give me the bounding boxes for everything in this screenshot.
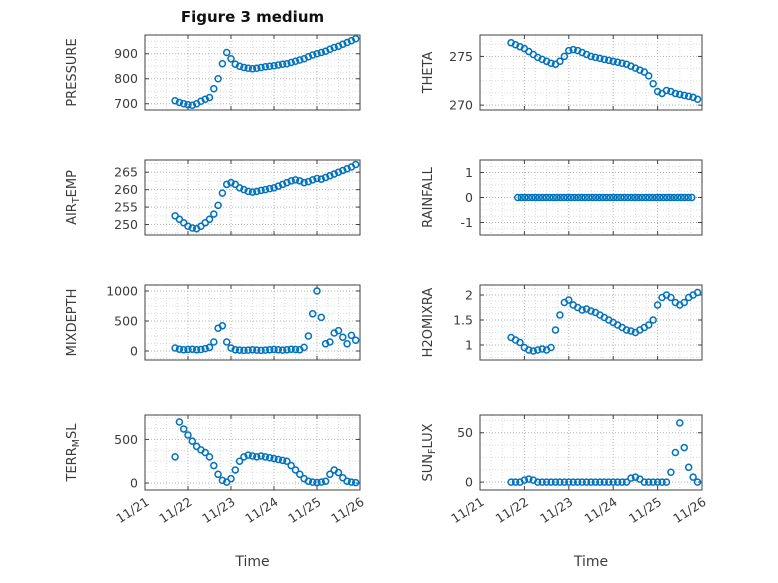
svg-text:PRESSURE: PRESSURE: [65, 38, 80, 106]
subplot-theta: 270 275 THETA: [421, 34, 703, 113]
svg-text:0: 0: [130, 343, 138, 358]
svg-text:11/26: 11/26: [328, 494, 366, 526]
subplot-h2omixra: 1 1.5 2 H2OMIXRA: [421, 284, 703, 361]
figure-title: Figure 3 medium: [180, 8, 325, 26]
svg-text:11/24: 11/24: [581, 494, 619, 526]
svg-text:SUNFLUX: SUNFLUX: [421, 423, 438, 481]
svg-text:265: 265: [114, 165, 138, 180]
svg-text:11/23: 11/23: [199, 494, 237, 526]
svg-text:11/26: 11/26: [670, 494, 708, 526]
svg-text:11/23: 11/23: [537, 494, 575, 526]
svg-text:270: 270: [449, 98, 473, 113]
subplot-terr-msl: 11/21 11/22 11/23 11/24 11/25 11/26 0 500 TERRMS…: [65, 414, 367, 526]
svg-text:0: 0: [465, 474, 473, 489]
svg-text:11/24: 11/24: [242, 494, 280, 526]
x-axis-label-right: Time: [573, 554, 609, 570]
subplot-pressure: 700 800 900 PRESSURE: [65, 34, 361, 111]
svg-text:H2OMIXRA: H2OMIXRA: [421, 288, 436, 358]
svg-text:2: 2: [465, 287, 473, 302]
svg-text:TERRMSL: TERRMSL: [65, 423, 82, 483]
svg-text:1: 1: [465, 337, 473, 352]
svg-text:0: 0: [130, 475, 138, 490]
svg-text:700: 700: [114, 96, 138, 111]
svg-text:AIRTEMP: AIRTEMP: [65, 170, 82, 225]
svg-text:11/22: 11/22: [156, 494, 194, 526]
svg-text:50: 50: [457, 425, 473, 440]
svg-text:260: 260: [114, 182, 138, 197]
svg-text:-1: -1: [461, 215, 473, 230]
svg-text:RAINFALL: RAINFALL: [421, 166, 436, 227]
subplot-rainfall: -1 0 1 RAINFALL: [421, 159, 703, 236]
svg-text:THETA: THETA: [421, 52, 436, 95]
svg-text:800: 800: [114, 71, 138, 86]
subplot-air-temp: 250 255 260 265 AIRTEMP: [65, 159, 361, 236]
svg-text:1.5: 1.5: [453, 312, 473, 327]
svg-text:11/21: 11/21: [113, 494, 151, 526]
svg-text:11/25: 11/25: [285, 494, 323, 526]
svg-text:0: 0: [465, 190, 473, 205]
svg-text:11/25: 11/25: [626, 494, 664, 526]
svg-text:275: 275: [449, 49, 473, 64]
svg-text:11/21: 11/21: [448, 494, 486, 526]
svg-text:1: 1: [465, 165, 473, 180]
svg-text:11/22: 11/22: [493, 494, 531, 526]
x-axis-label-left: Time: [235, 554, 270, 570]
svg-text:255: 255: [114, 199, 138, 214]
svg-text:500: 500: [114, 313, 138, 328]
svg-text:MIXDEPTH: MIXDEPTH: [65, 289, 80, 357]
subplot-sun-flux: 11/21 11/22 11/23 11/24 11/25 11/26 0 50 SUNFLUX: [421, 414, 709, 526]
svg-text:250: 250: [114, 217, 138, 232]
subplot-mixdepth: 0 500 1000 MIXDEPTH: [65, 283, 361, 361]
svg-text:1000: 1000: [106, 283, 138, 298]
svg-text:500: 500: [114, 432, 138, 447]
svg-text:900: 900: [114, 46, 138, 61]
